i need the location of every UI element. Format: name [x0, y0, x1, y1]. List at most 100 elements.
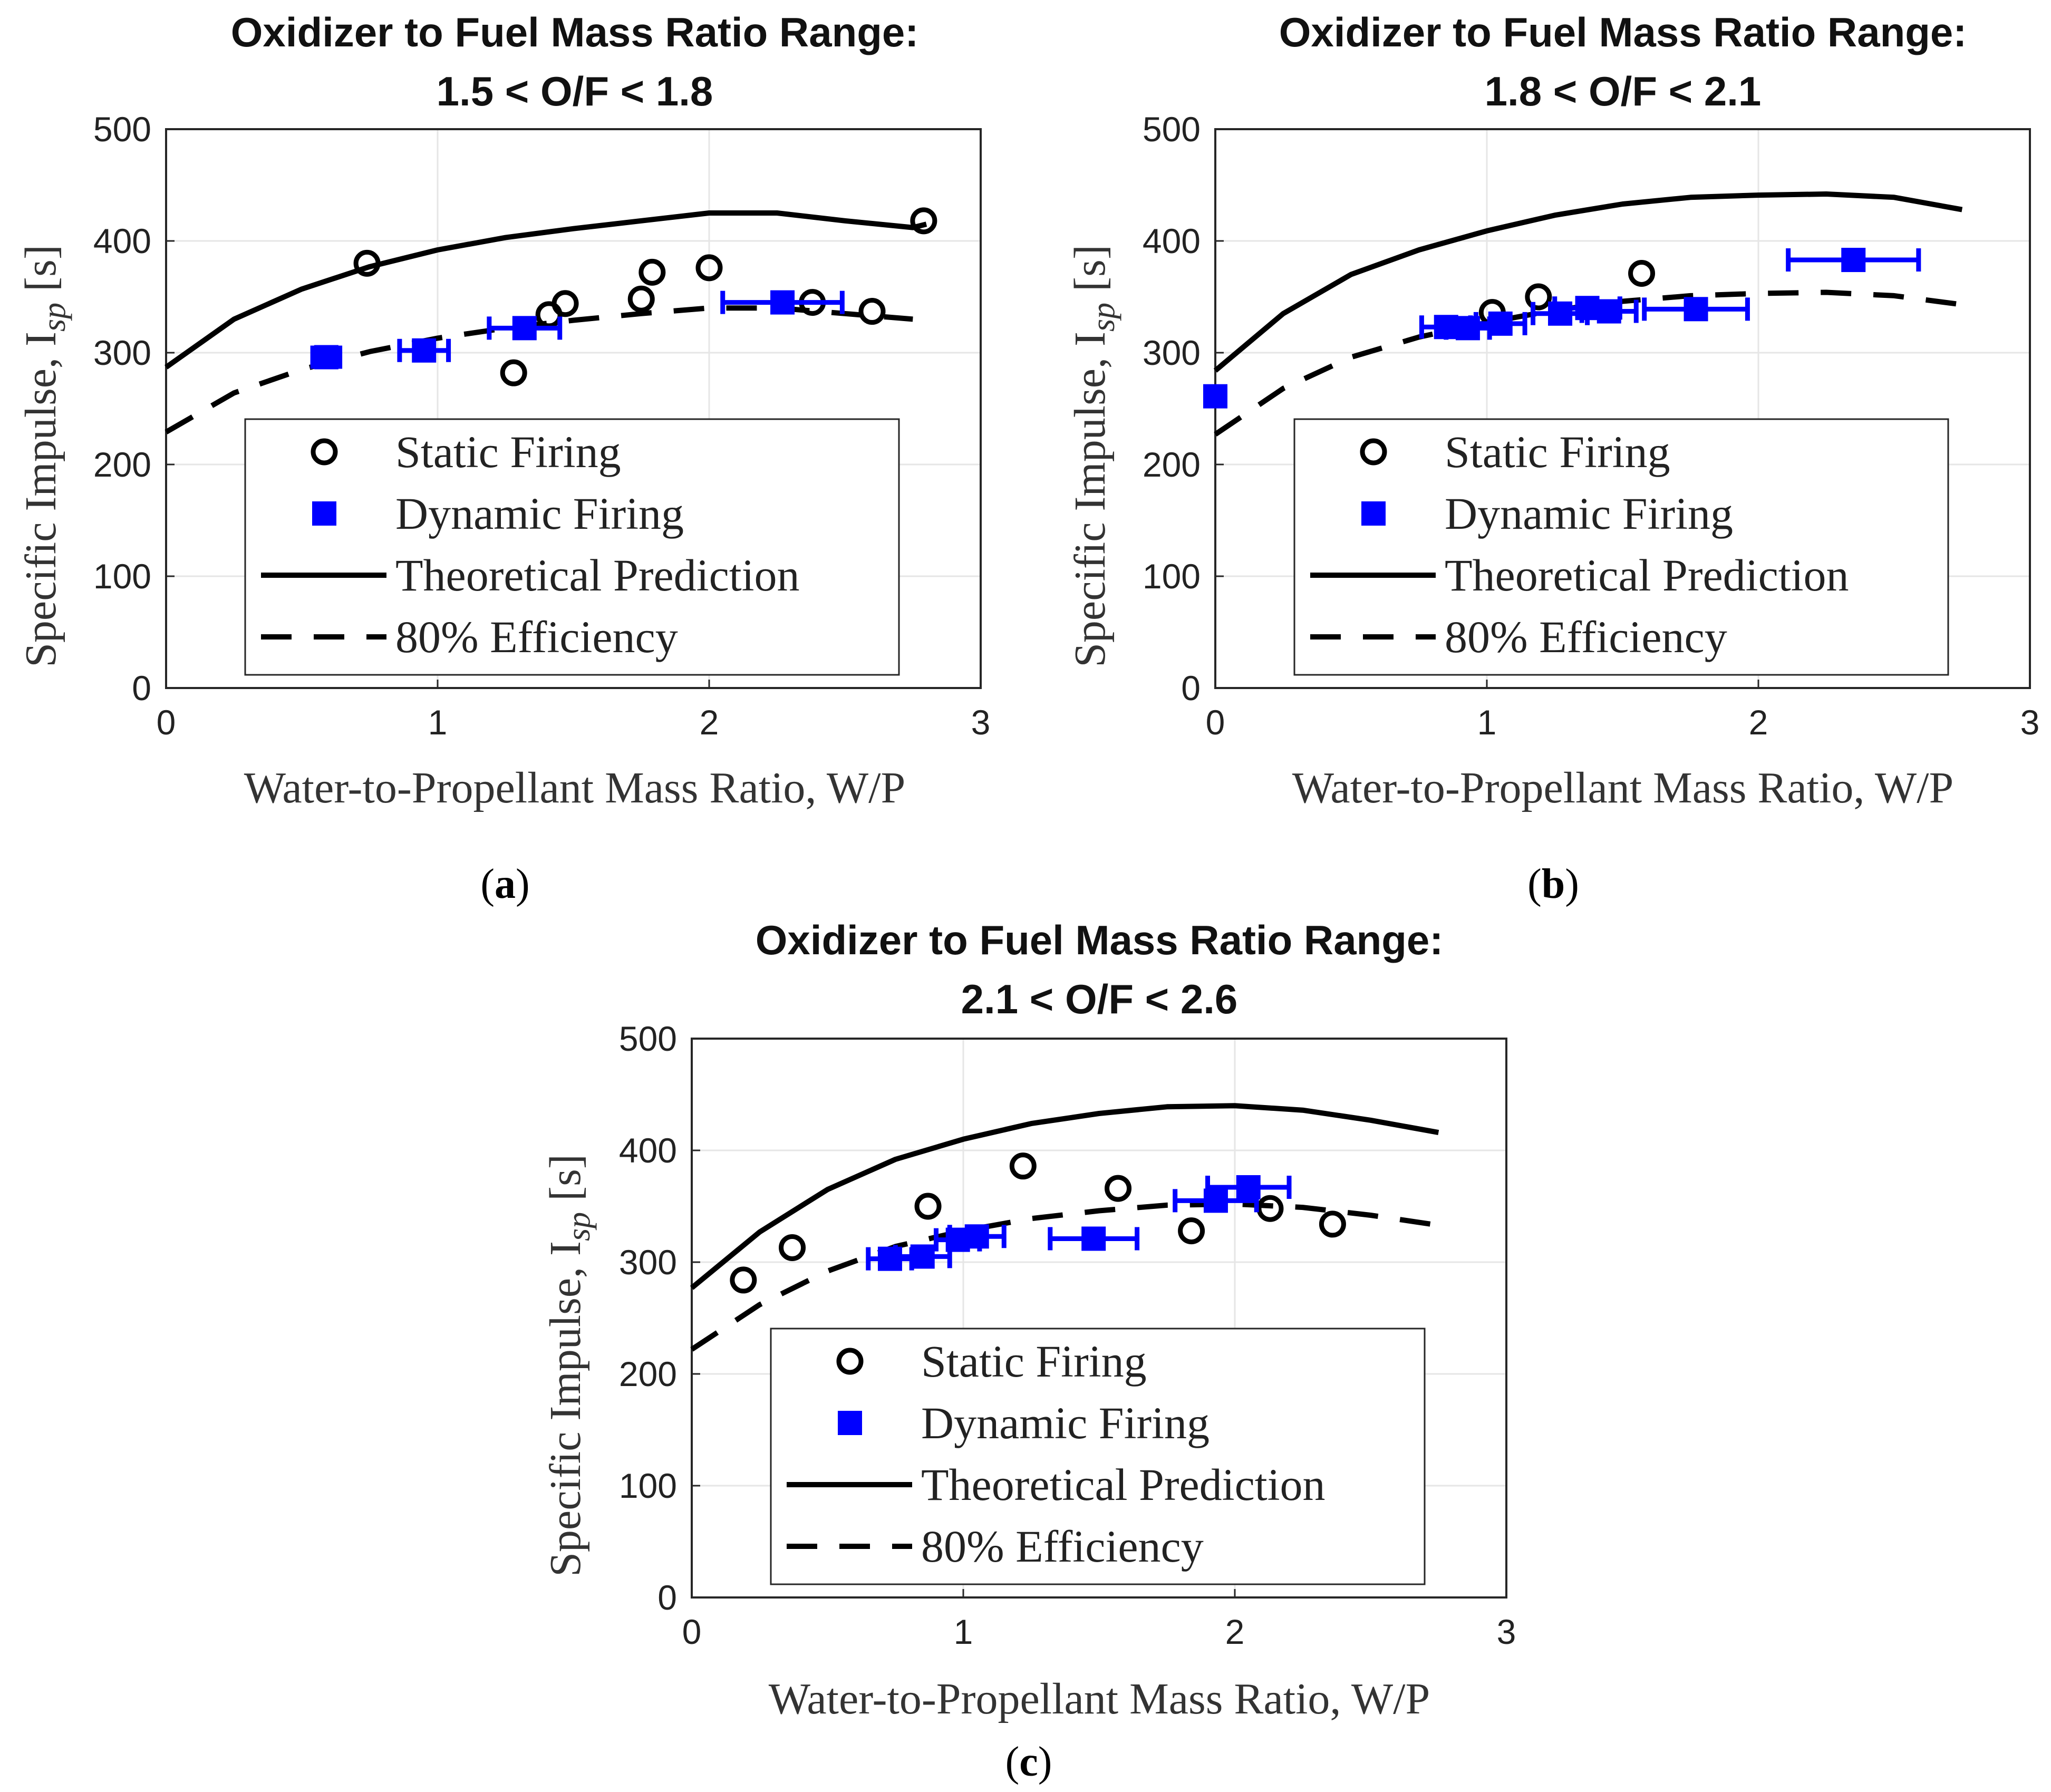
- y-tick-label: 400: [619, 1131, 677, 1170]
- y-tick-label: 500: [1143, 110, 1201, 149]
- static-point: [1525, 283, 1552, 311]
- static-point: [1319, 1210, 1346, 1238]
- y-tick-label: 0: [132, 669, 151, 708]
- x-tick-label: 1: [428, 703, 448, 742]
- legend-label: Dynamic Firing: [395, 488, 684, 539]
- static-point: [638, 258, 666, 286]
- static-point: [779, 1234, 806, 1261]
- panel-c-caption-letter: c: [1019, 1739, 1038, 1785]
- static-point: [695, 254, 723, 282]
- dynamic-point: [1575, 296, 1600, 321]
- y-tick-label: 100: [1143, 557, 1201, 596]
- legend-dynamic-marker: [1361, 501, 1386, 526]
- panel-c-title: Oxidizer to Fuel Mass Ratio Range:: [756, 917, 1444, 963]
- panel-a-caption-letter: a: [495, 861, 516, 907]
- legend-label: Static Firing: [1445, 427, 1670, 477]
- x-tick-label: 3: [971, 703, 991, 742]
- x-tick-label: 3: [2020, 703, 2040, 742]
- panel-b-ylabel-sub: sp: [1086, 303, 1121, 332]
- static-point: [1009, 1152, 1037, 1180]
- legend-label: 80% Efficiency: [921, 1521, 1204, 1572]
- x-tick-label: 0: [1206, 703, 1225, 742]
- dynamic-point: [1548, 301, 1573, 326]
- panel-c-caption: (c): [1005, 1739, 1052, 1785]
- dynamic-point: [1081, 1226, 1106, 1251]
- panel-a-ylabel-unit: [s]: [16, 245, 65, 303]
- panel-c-ylabel-sub: sp: [561, 1212, 597, 1241]
- panel-a-ylabel-sub: sp: [36, 303, 72, 332]
- y-tick-label: 0: [657, 1578, 677, 1617]
- static-point: [353, 249, 381, 277]
- efficiency-line: [1214, 289, 1962, 437]
- panel-c-plot: [690, 1103, 1439, 1352]
- x-tick-label: 2: [700, 703, 719, 742]
- y-tick-label: 500: [93, 110, 151, 149]
- x-tick-label: 1: [1477, 703, 1497, 742]
- static-point: [627, 285, 655, 313]
- x-tick-label: 0: [157, 703, 176, 742]
- y-tick-label: 400: [1143, 221, 1201, 260]
- axes-box: [1214, 128, 2031, 689]
- y-tick-label: 200: [1143, 445, 1201, 484]
- static-point: [914, 1193, 942, 1220]
- panel-a-ylabel-main: Specific Impulse, I: [16, 332, 65, 667]
- static-point: [730, 1266, 757, 1294]
- y-tick-label: 100: [619, 1466, 677, 1505]
- static-point: [1256, 1195, 1284, 1222]
- theory-line: [1213, 191, 1963, 373]
- legend-label: Static Firing: [921, 1336, 1147, 1387]
- legend-label: 80% Efficiency: [395, 612, 678, 662]
- dynamic-point: [512, 316, 537, 341]
- panel-a-xlabel: Water-to-Propellant Mass Ratio, W/P: [244, 763, 905, 812]
- panel-c-subtitle: 2.1 < O/F < 2.6: [961, 976, 1238, 1022]
- dynamic-point: [1203, 384, 1227, 409]
- panel-a-subtitle: 1.5 < O/F < 1.8: [437, 68, 713, 114]
- x-tick-label: 3: [1497, 1612, 1516, 1651]
- panel-c-ylabel-main: Specific Impulse, I: [541, 1241, 590, 1577]
- panel-b-ylabel-main: Specific Impulse, I: [1066, 332, 1115, 667]
- legend-label: Theoretical Prediction: [921, 1459, 1326, 1510]
- panel-b-caption-letter: b: [1542, 861, 1565, 907]
- y-tick-label: 300: [1143, 333, 1201, 372]
- panel-b-ylabel: Specific Impulse, Isp [s]: [1066, 245, 1121, 667]
- legend-static-marker: [836, 1348, 864, 1375]
- legend-dynamic-marker: [838, 1411, 862, 1435]
- static-point: [1105, 1175, 1132, 1202]
- y-tick-label: 0: [1181, 669, 1201, 708]
- x-tick-label: 2: [1749, 703, 1768, 742]
- legend-static-marker: [311, 438, 338, 466]
- dynamic-point: [1684, 297, 1708, 322]
- dynamic-point: [412, 338, 437, 363]
- axes-box: [691, 1038, 1507, 1599]
- static-point: [910, 207, 937, 235]
- dynamic-point: [1597, 299, 1621, 324]
- dynamic-point: [1236, 1175, 1261, 1199]
- dynamic-point: [964, 1224, 989, 1249]
- dynamic-point: [1488, 311, 1513, 336]
- theory-line: [690, 1103, 1439, 1290]
- x-tick-label: 0: [682, 1612, 702, 1651]
- panel-a-caption: (a): [480, 861, 529, 907]
- panel-c: Oxidizer to Fuel Mass Ratio Range: 2.1 <…: [541, 917, 1516, 1785]
- y-tick-label: 300: [93, 333, 151, 372]
- panel-b: Oxidizer to Fuel Mass Ratio Range: 1.8 <…: [1066, 9, 2039, 907]
- panel-b-ylabel-unit: [s]: [1066, 245, 1115, 303]
- dynamic-point: [770, 290, 795, 315]
- static-point: [500, 359, 527, 386]
- panel-c-xlabel: Water-to-Propellant Mass Ratio, W/P: [769, 1674, 1430, 1723]
- y-tick-label: 100: [93, 557, 151, 596]
- y-tick-label: 400: [93, 221, 151, 260]
- y-tick-label: 300: [619, 1243, 677, 1282]
- panel-b-legend: Static Firing Dynamic Firing Theoretical P…: [1293, 418, 1949, 676]
- y-tick-label: 200: [93, 445, 151, 484]
- legend-static-marker: [1360, 438, 1387, 466]
- legend-dynamic-marker: [312, 501, 336, 526]
- panel-c-ylabel: Specific Impulse, Isp [s]: [541, 1154, 597, 1577]
- y-tick-label: 200: [619, 1354, 677, 1393]
- y-tick-label: 500: [619, 1019, 677, 1058]
- legend-label: Theoretical Prediction: [1445, 550, 1849, 600]
- static-point: [552, 290, 579, 317]
- legend-label: Theoretical Prediction: [395, 550, 800, 600]
- x-tick-label: 1: [954, 1612, 973, 1651]
